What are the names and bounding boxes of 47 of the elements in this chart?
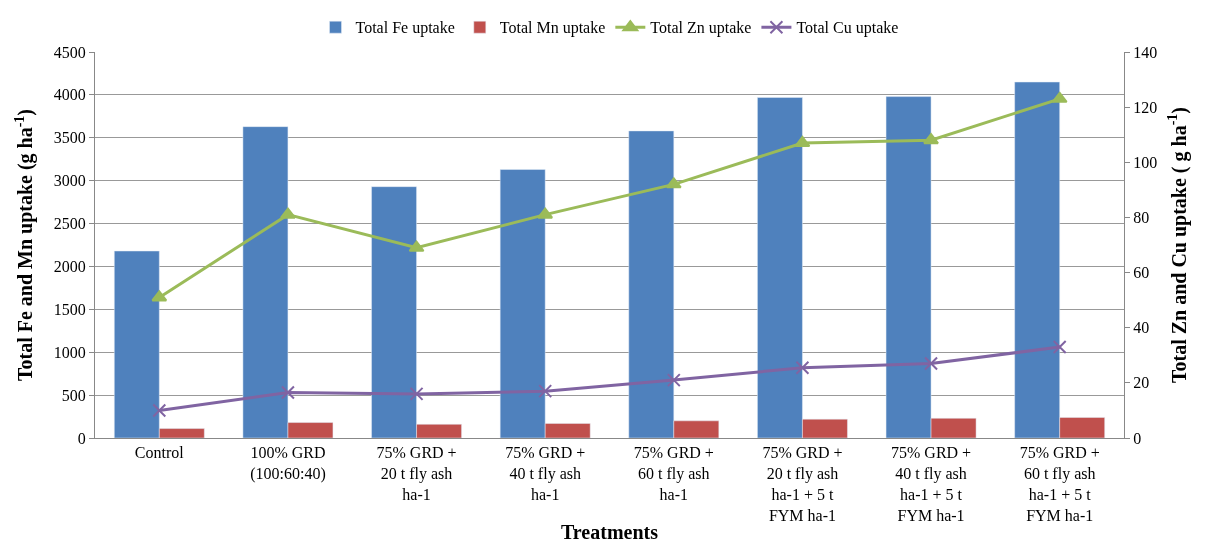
y-tick-label: 2500: [53, 215, 86, 233]
y-tick-label: 3000: [53, 172, 86, 190]
x-tick-label: 75% GRD + 40 t fly ash ha-1 + 5 t FYM ha-1: [890, 444, 972, 524]
y-tick-label: 4000: [53, 86, 86, 104]
point: [665, 177, 682, 189]
point: [280, 385, 295, 400]
x-axis-title: Treatments: [560, 521, 659, 544]
y2-tick-label: 140: [1133, 43, 1158, 61]
y-tick-label: 1500: [53, 300, 86, 318]
point: [794, 135, 811, 147]
point: [409, 386, 424, 401]
point: [1052, 340, 1067, 355]
x-tick-label: 75% GRD + 60 t fly ash ha-1 + 5 t FYM ha-1: [1019, 444, 1100, 524]
x-tick-label: 100% GRD (100:60:40): [250, 444, 326, 483]
point: [408, 240, 425, 252]
y2-tick-label: 40: [1133, 319, 1150, 337]
y2-tick-label: 20: [1133, 374, 1150, 392]
y-tick-label: 3500: [53, 129, 86, 147]
legend-label: Total Cu uptake: [796, 19, 899, 38]
point: [151, 290, 168, 302]
y-tick-label: 1000: [53, 343, 86, 361]
point: [924, 356, 939, 371]
y-tick-label: 4500: [53, 43, 86, 61]
y2-tick-label: 80: [1133, 209, 1150, 227]
point: [1051, 91, 1068, 103]
y2-tick-label: 120: [1133, 98, 1158, 116]
point: [795, 360, 810, 375]
x-tick-label: 75% GRD + 60 t fly ash ha-1: [633, 444, 714, 503]
point: [666, 373, 681, 388]
legend-label: Total Fe uptake: [355, 19, 455, 38]
y2-tick-label: 60: [1133, 264, 1150, 282]
legend-label: Total Zn uptake: [650, 19, 752, 38]
x-tick-label: 75% GRD + 40 t fly ash ha-1: [505, 444, 586, 503]
point: [538, 384, 553, 399]
point: [537, 207, 554, 219]
x-tick-label: 75% GRD + 20 t fly ash ha-1: [376, 444, 457, 503]
y2-tick-label: 100: [1133, 153, 1158, 171]
point: [152, 403, 167, 418]
point: [923, 133, 939, 145]
y-tick-label: 500: [61, 386, 86, 404]
legend-label: Total Mn uptake: [499, 19, 606, 38]
x-tick-label: 75% GRD + 20 t fly ash ha-1 + 5 t FYM ha-1: [762, 444, 843, 524]
point: [280, 207, 296, 219]
y-tick-label: 2000: [53, 258, 86, 276]
y2-tick-label: 0: [1133, 429, 1142, 447]
x-tick-label: Control: [134, 444, 185, 462]
y-tick-label: 0: [77, 429, 86, 447]
